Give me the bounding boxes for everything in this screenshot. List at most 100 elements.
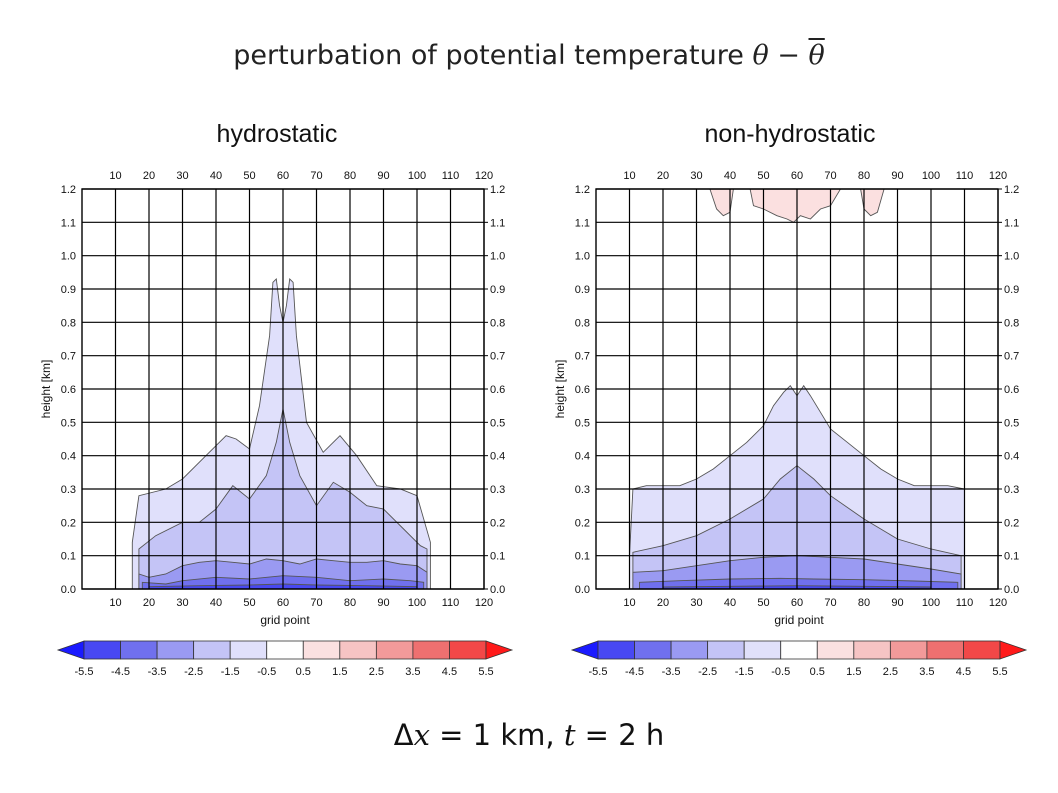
y-tick-label: 0.8 [61,317,76,329]
x-tick-label: 60 [277,597,289,609]
colorbar-label: 1.5 [332,666,347,678]
y-tick-label: 1.1 [575,217,590,229]
colorbar-arrow-right [999,640,1028,660]
x-tick-label-top: 60 [277,170,289,182]
y-axis-label: height [km] [39,360,53,419]
chart-area: hydrostatic 10 10 20 20 30 30 40 40 50 50 60 60 70 70 8… [39,120,1028,678]
colorbar-label: -2.5 [184,666,203,678]
x-tick-label: 70 [824,597,836,609]
x-tick-label-top: 20 [143,170,155,182]
colorbar-label: 5.5 [478,666,493,678]
y-tick-label-right: 0.4 [1004,451,1019,463]
y-tick-label-right: 1.0 [1004,251,1019,263]
x-tick-label-top: 20 [657,170,669,182]
x-tick-label: 20 [657,597,669,609]
colorbar-box [963,640,1001,660]
y-tick-label: 0.5 [61,417,76,429]
colorbar-label: 0.5 [810,666,825,678]
colorbar-label: 5.5 [992,666,1007,678]
x-tick-label-top: 90 [377,170,389,182]
x-tick-label-top: 40 [210,170,222,182]
y-tick-label: 0.2 [61,517,76,529]
colorbar-arrow-left [56,640,85,660]
y-tick-label: 0.1 [61,551,76,563]
y-tick-label-right: 0.0 [1004,584,1019,596]
colorbar-box [670,640,709,660]
colorbar-label: 2.5 [369,666,384,678]
colorbar-label: -1.5 [735,666,754,678]
y-tick-label: 1.1 [61,217,76,229]
colorbar-box [193,640,231,660]
colorbar-label: 2.5 [883,666,898,678]
x-tick-label: 20 [143,597,155,609]
slide-title: perturbation of potential temperature θ … [0,40,1058,71]
colorbar-label: 4.5 [956,666,971,678]
colorbar-box [780,640,818,660]
x-tick-label-top: 80 [344,170,356,182]
x-tick-label: 50 [757,597,769,609]
x-axis-label: grid point [260,613,310,627]
y-tick-label: 0.0 [575,584,590,596]
x-tick-label-top: 30 [690,170,702,182]
y-tick-label-right: 0.6 [490,384,505,396]
y-tick-label-right: 0.9 [490,284,505,296]
y-tick-label: 0.9 [61,284,76,296]
y-tick-label: 0.7 [61,351,76,363]
y-tick-label-right: 0.8 [490,317,505,329]
y-tick-label-right: 1.1 [490,217,505,229]
y-tick-label: 1.2 [575,184,590,196]
colorbar-box [83,640,121,660]
colorbar-box [889,640,928,660]
y-tick-label-right: 1.2 [1004,184,1019,196]
colorbar: -5.5 -4.5 -3.5 -2.5 -1.5 -0.5 0.5 1.5 2.5 3.5 4.5 5… [570,640,1028,678]
x-tick-label-top: 70 [824,170,836,182]
colorbar-box [375,640,414,660]
colorbar-box [339,640,377,660]
x-tick-label-top: 50 [243,170,255,182]
x-tick-label: 110 [442,597,460,609]
y-tick-label-right: 0.5 [490,417,505,429]
x-tick-label-top: 50 [757,170,769,182]
y-tick-label-right: 0.9 [1004,284,1019,296]
colorbar-label: -3.5 [148,666,167,678]
y-tick-label-right: 0.4 [490,451,505,463]
y-tick-label: 0.6 [575,384,590,396]
colorbar-box [412,640,450,660]
y-tick-label: 0.0 [61,584,76,596]
colorbar-label: 4.5 [442,666,457,678]
y-tick-label-right: 0.7 [1004,351,1019,363]
x-tick-label: 120 [475,597,493,609]
colorbar-label: -5.5 [75,666,94,678]
colorbar-label: -4.5 [111,666,130,678]
x-tick-label-top: 100 [922,170,940,182]
x-tick-label-top: 10 [623,170,635,182]
slide-title-math: θ − θ [752,40,825,71]
colorbar-arrow-right [485,640,514,660]
colorbar-box [120,640,158,660]
colorbar-label: 0.5 [296,666,311,678]
panel-title: hydrostatic [217,120,338,148]
y-tick-label: 0.3 [61,484,76,496]
colorbar-box [816,640,855,660]
colorbar-label: -4.5 [625,666,644,678]
colorbar-box [229,640,268,660]
colorbar: -5.5 -4.5 -3.5 -2.5 -1.5 -0.5 0.5 1.5 2.5 3.5 4.5 5… [56,640,514,678]
colorbar-label: 3.5 [405,666,420,678]
x-tick-label-top: 60 [791,170,803,182]
x-tick-label: 50 [243,597,255,609]
y-tick-label: 1.0 [61,251,76,263]
colorbar-label: -0.5 [771,666,790,678]
x-tick-label: 110 [956,597,974,609]
colorbar-box [634,640,672,660]
x-tick-label: 30 [690,597,702,609]
colorbar-box [266,640,304,660]
colorbar-box [707,640,745,660]
x-tick-label: 70 [310,597,322,609]
colorbar-box [743,640,782,660]
colorbar-box [449,640,487,660]
colorbar-label: -1.5 [221,666,240,678]
x-tick-label: 10 [109,597,121,609]
y-tick-label: 1.0 [575,251,590,263]
colorbar-box [853,640,891,660]
x-tick-label-top: 10 [109,170,121,182]
